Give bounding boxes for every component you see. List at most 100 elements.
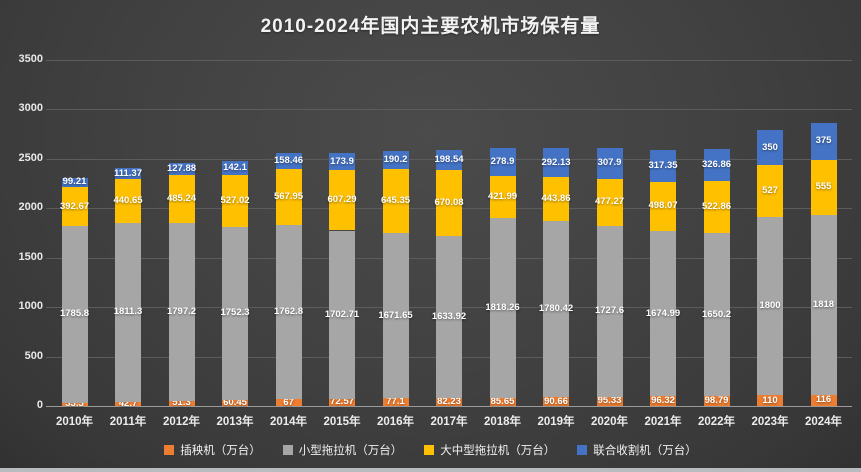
bar-segment-2023年-series2 — [757, 165, 783, 218]
data-label-2016年-series3: 190.2 — [383, 153, 408, 165]
x-tick-label-2016年: 2016年 — [376, 416, 415, 428]
bar-segment-2015年-series3 — [329, 153, 355, 171]
data-label-2018年-series3: 278.9 — [490, 156, 515, 168]
data-label-2023年-series2: 527 — [762, 185, 778, 197]
data-label-2014年-series3: 158.46 — [273, 155, 304, 167]
bar-segment-2013年-series1 — [222, 226, 248, 400]
bar-segment-2014年-series1 — [275, 225, 302, 400]
legend-item-3: 联合收割机（万台） — [577, 442, 697, 458]
data-label-2012年-series0: 51.3 — [172, 397, 191, 409]
bar-segment-2010年-series0 — [61, 402, 88, 406]
data-label-2023年-series0: 110 — [762, 394, 778, 406]
data-label-2021年-series3: 317.35 — [648, 159, 678, 171]
x-tick-label-2013年: 2013年 — [216, 416, 254, 428]
bar-segment-2019年-series1 — [543, 221, 569, 398]
legend-swatch-icon — [577, 445, 588, 455]
bar-segment-2015年-series2 — [329, 170, 355, 231]
bar-segment-2024年-series2 — [810, 159, 837, 215]
data-label-2019年-series2: 443.86 — [541, 193, 571, 205]
data-label-2011年-series2: 440.65 — [113, 194, 143, 206]
data-label-2024年-series1: 1818 — [812, 298, 835, 310]
y-tick-label-3500: 3500 — [18, 53, 43, 65]
data-label-2018年-series1: 1818.26 — [485, 301, 520, 313]
bar-segment-2017年-series0 — [436, 397, 462, 406]
bar-segment-2019年-series0 — [543, 397, 569, 406]
data-label-2022年-series2: 522.86 — [701, 201, 732, 213]
data-label-2012年-series1: 1797.2 — [166, 306, 197, 318]
data-label-2020年-series0: 95.33 — [597, 395, 622, 407]
bar-segment-2022年-series3 — [703, 149, 730, 182]
bar-segment-2023年-series1 — [757, 217, 783, 396]
gridline-3000 — [46, 109, 852, 111]
data-label-2016年-series2: 645.35 — [380, 195, 411, 207]
bar-segment-2024年-series3 — [810, 122, 837, 160]
data-label-2020年-series2: 477.27 — [594, 196, 625, 208]
bar-segment-2013年-series0 — [222, 400, 248, 406]
bar-segment-2017年-series2 — [436, 170, 462, 237]
x-tick-label-2019年: 2019年 — [537, 416, 575, 428]
bar-segment-2020年-series2 — [596, 178, 623, 226]
bar-segment-2023年-series0 — [757, 395, 783, 406]
data-label-2017年-series0: 82.23 — [437, 395, 461, 407]
data-label-2011年-series0: 42.7 — [118, 397, 138, 409]
bar-segment-2024年-series1 — [810, 214, 837, 395]
data-label-2019年-series1: 1780.42 — [538, 303, 574, 315]
bar-segment-2021年-series1 — [650, 230, 676, 397]
data-label-2019年-series0: 90.66 — [544, 395, 568, 407]
bar-segment-2018年-series2 — [489, 176, 516, 218]
y-tick-label-0: 0 — [36, 399, 43, 411]
bar-segment-2020年-series1 — [596, 225, 623, 397]
bar-segment-2014年-series0 — [275, 399, 302, 406]
bar-segment-2012年-series0 — [168, 400, 195, 406]
legend-swatch-icon — [424, 445, 435, 455]
bar-segment-2020年-series3 — [596, 148, 623, 179]
bar-segment-2012年-series2 — [168, 175, 195, 224]
bar-segment-2010年-series2 — [61, 187, 88, 227]
y-tick-label-2000: 2000 — [18, 201, 43, 214]
gridline-3500 — [46, 60, 852, 61]
data-label-2011年-series3: 111.37 — [113, 167, 142, 179]
data-label-2014年-series2: 567.95 — [273, 191, 304, 203]
bar-segment-2015年-series1 — [329, 230, 355, 399]
data-label-2011年-series1: 1811.3 — [113, 306, 143, 318]
data-label-2018年-series2: 421.99 — [487, 190, 518, 202]
data-label-2013年-series2: 527.02 — [220, 194, 250, 206]
x-tick-label-2017年: 2017年 — [430, 416, 468, 428]
data-label-2012年-series2: 485.24 — [166, 193, 197, 205]
bar-segment-2010年-series3 — [61, 177, 88, 188]
data-label-2013年-series0: 60.45 — [223, 397, 247, 408]
data-label-2013年-series3: 142.1 — [223, 161, 247, 173]
data-label-2022年-series1: 1650.2 — [701, 308, 732, 320]
bar-segment-2020年-series0 — [596, 396, 623, 406]
data-label-2010年-series1: 1785.8 — [59, 308, 90, 320]
data-label-2024年-series2: 555 — [815, 181, 832, 193]
data-label-2013年-series1: 1752.3 — [220, 307, 250, 319]
x-tick-label-2022年: 2022年 — [697, 416, 736, 428]
x-tick-label-2015年: 2015年 — [323, 416, 361, 428]
legend-label: 插秧机（万台） — [180, 445, 261, 457]
bar-segment-2011年-series3 — [115, 168, 141, 180]
y-tick-label-2500: 2500 — [18, 151, 43, 164]
x-tick-label-2023年: 2023年 — [751, 416, 789, 428]
data-label-2016年-series0: 77.1 — [386, 396, 405, 408]
x-tick-label-2014年: 2014年 — [269, 416, 308, 428]
data-label-2020年-series3: 307.9 — [597, 157, 622, 169]
bar-segment-2018年-series3 — [489, 148, 516, 177]
bar-segment-2017年-series3 — [436, 150, 462, 171]
x-tick-label-2024年: 2024年 — [804, 416, 843, 428]
bar-segment-2014年-series3 — [275, 153, 302, 169]
data-label-2017年-series1: 1633.92 — [431, 311, 467, 323]
bar-segment-2014年-series2 — [275, 168, 302, 226]
x-axis-line — [46, 406, 852, 407]
legend-item-2: 大中型拖拉机（万台） — [424, 442, 555, 458]
data-label-2019年-series3: 292.13 — [541, 156, 571, 168]
data-label-2015年-series0: 72.57 — [330, 396, 354, 408]
data-label-2017年-series2: 670.08 — [434, 197, 464, 209]
data-label-2020年-series1: 1727.6 — [594, 305, 625, 317]
data-label-2015年-series3: 173.9 — [330, 155, 354, 167]
data-label-2023年-series1: 1800 — [759, 300, 781, 312]
legend-item-1: 小型拖拉机（万台） — [282, 442, 402, 458]
bar-segment-2012年-series1 — [168, 223, 195, 401]
legend-item-0: 插秧机（万台） — [164, 442, 261, 458]
data-label-2021年-series1: 1674.99 — [645, 307, 681, 319]
